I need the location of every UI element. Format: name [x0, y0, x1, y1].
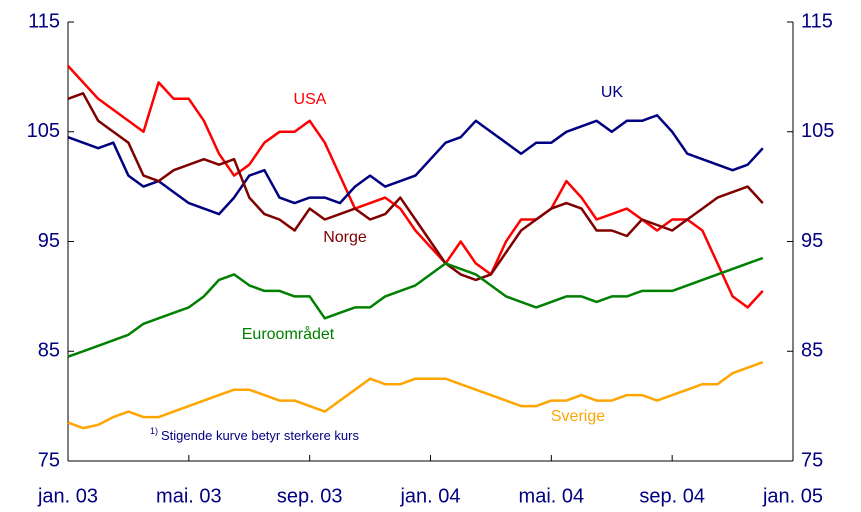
- y-tick-label: 105: [27, 120, 60, 142]
- y-tick-label: 75: [38, 449, 60, 471]
- series-line: [67, 65, 764, 309]
- y2-tick-label: 75: [801, 449, 823, 471]
- annotation-marker: 1): [150, 426, 158, 436]
- annotation-text: Stigende kurve betyr sterkere kurs: [161, 428, 359, 443]
- x-tick-label: jan. 04: [399, 485, 460, 507]
- x-tick-label: sep. 04: [639, 485, 705, 507]
- x-tick-label: sep. 03: [277, 485, 343, 507]
- y-tick-label: 85: [38, 340, 60, 362]
- y2-tick-label: 105: [801, 120, 834, 142]
- series-label: Sverige: [551, 408, 605, 425]
- x-tick-label: jan. 05: [762, 485, 823, 507]
- y-tick-label: 115: [28, 10, 60, 32]
- y2-tick-label: 95: [801, 230, 823, 252]
- series-label: USA: [294, 91, 327, 108]
- series-line: [67, 361, 764, 430]
- x-tick-label: mai. 04: [519, 485, 585, 507]
- annotation: 1) Stigende kurve betyr sterkere kurs: [150, 426, 359, 443]
- series-line: [67, 256, 764, 358]
- x-tick-label: jan. 03: [37, 485, 98, 507]
- x-tick-label: mai. 03: [156, 485, 222, 507]
- y2-tick-label: 85: [801, 340, 823, 362]
- series-line: [67, 114, 764, 216]
- y-tick-label: 95: [38, 230, 60, 252]
- series-label: UK: [601, 84, 624, 101]
- series-label: Norge: [323, 229, 367, 246]
- series-line: [67, 92, 764, 282]
- series-label: Euroområdet: [242, 325, 335, 343]
- y2-tick-label: 115: [801, 10, 833, 32]
